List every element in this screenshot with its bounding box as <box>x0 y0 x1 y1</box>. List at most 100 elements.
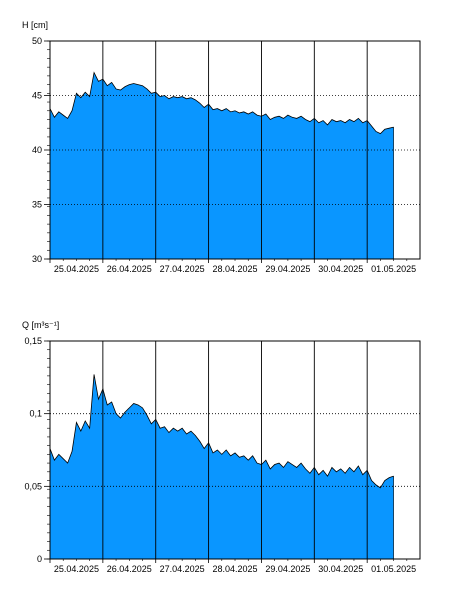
data-point <box>226 108 227 109</box>
data-point <box>124 412 125 413</box>
series-line <box>49 374 394 489</box>
data-point <box>80 431 81 432</box>
data-point <box>248 113 249 114</box>
data-point <box>195 435 196 436</box>
data-point <box>217 108 218 109</box>
data-point <box>243 111 244 112</box>
data-point <box>265 113 266 114</box>
data-point <box>318 122 319 123</box>
data-point <box>274 464 275 465</box>
data-point <box>111 82 112 83</box>
data-point <box>287 461 288 462</box>
data-point <box>120 89 121 90</box>
data-point <box>305 119 306 120</box>
data-point <box>115 88 116 89</box>
data-point <box>327 124 328 125</box>
data-point <box>318 474 319 475</box>
data-point <box>221 110 222 111</box>
data-point <box>300 116 301 117</box>
data-point <box>234 110 235 111</box>
data-point <box>327 476 328 477</box>
x-tick-label: 28.04.2025 <box>212 264 257 274</box>
data-point <box>323 120 324 121</box>
data-point <box>129 407 130 408</box>
data-point <box>336 121 337 122</box>
data-point <box>138 404 139 405</box>
data-point <box>54 117 55 118</box>
data-point <box>252 111 253 112</box>
data-point <box>384 129 385 130</box>
data-point <box>305 468 306 469</box>
data-point <box>283 118 284 119</box>
data-point <box>107 404 108 405</box>
data-point <box>98 81 99 82</box>
data-point <box>353 121 354 122</box>
data-point <box>362 122 363 123</box>
data-point <box>309 121 310 122</box>
data-point <box>217 449 218 450</box>
x-tick-label: 30.04.2025 <box>318 264 363 274</box>
data-point <box>168 432 169 433</box>
x-tick-label: 25.04.2025 <box>54 264 99 274</box>
data-point <box>296 118 297 119</box>
data-point <box>67 462 68 463</box>
series-line <box>49 71 394 135</box>
series-area-fill <box>50 72 394 259</box>
data-point <box>54 460 55 461</box>
data-point <box>146 415 147 416</box>
x-tick-label: 30.04.2025 <box>318 564 363 574</box>
data-point <box>358 465 359 466</box>
data-point <box>160 96 161 97</box>
y-tick-label: 35 <box>32 200 42 210</box>
data-point <box>63 115 64 116</box>
data-point <box>230 455 231 456</box>
data-point <box>71 110 72 111</box>
data-point <box>283 467 284 468</box>
data-point <box>111 401 112 402</box>
data-point <box>243 455 244 456</box>
data-point <box>256 462 257 463</box>
data-point <box>349 119 350 120</box>
data-point <box>292 464 293 465</box>
data-point <box>177 431 178 432</box>
data-point <box>151 93 152 94</box>
data-point <box>331 467 332 468</box>
data-point <box>199 103 200 104</box>
data-point <box>340 468 341 469</box>
data-point <box>345 473 346 474</box>
y-tick-label: 50 <box>32 36 42 46</box>
data-point <box>160 428 161 429</box>
data-point <box>323 470 324 471</box>
x-tick-label: 29.04.2025 <box>265 264 310 274</box>
data-point <box>212 452 213 453</box>
data-point <box>93 72 94 73</box>
data-point <box>199 441 200 442</box>
data-point <box>71 451 72 452</box>
data-point <box>278 462 279 463</box>
x-tick-label: 28.04.2025 <box>212 564 257 574</box>
y-tick-label: 40 <box>32 145 42 155</box>
x-tick-label: 26.04.2025 <box>107 264 152 274</box>
data-point <box>265 460 266 461</box>
data-point <box>67 118 68 119</box>
data-point <box>296 467 297 468</box>
data-point <box>292 117 293 118</box>
x-tick-label: 29.04.2025 <box>265 564 310 574</box>
data-point <box>186 433 187 434</box>
data-point <box>129 84 130 85</box>
data-point <box>345 122 346 123</box>
chart-panel-0: 30 35 40 45 50 H [cm] 25.04.2025 26.04.2025 27.0… <box>22 20 421 274</box>
data-point <box>248 460 249 461</box>
data-point <box>230 111 231 112</box>
data-point <box>85 92 86 93</box>
data-point <box>309 473 310 474</box>
data-point <box>340 120 341 121</box>
data-point <box>63 458 64 459</box>
x-tick-label: 27.04.2025 <box>160 564 205 574</box>
data-point <box>120 417 121 418</box>
y-axis-label: Q [m³s⁻¹] <box>22 320 59 330</box>
chart-panel-1: 0 0,05 0,1 0,15 Q [m³s⁻¹] 25.04.2025 26.04.202… <box>22 320 421 574</box>
data-point <box>270 119 271 120</box>
data-point <box>239 112 240 113</box>
